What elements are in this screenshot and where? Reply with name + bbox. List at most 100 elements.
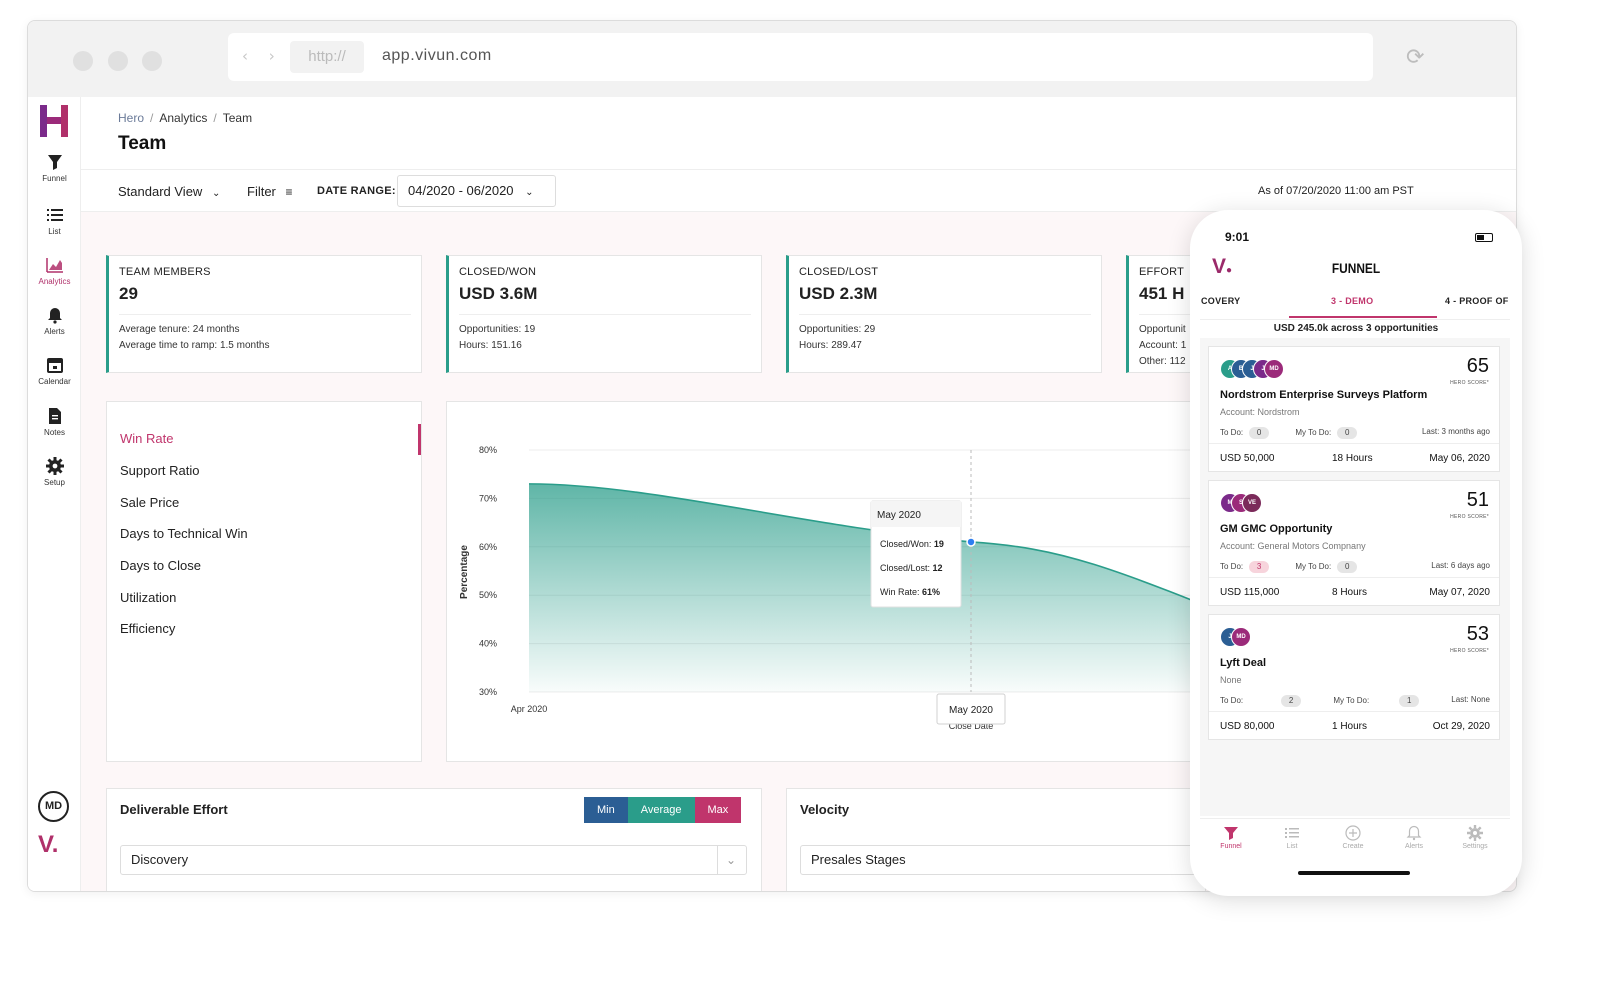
metric-list: Win Rate Support Ratio Sale Price Days t… bbox=[106, 401, 422, 762]
opportunity-card[interactable]: J MD 53 HERO SCORE* Lyft Deal None To Do… bbox=[1208, 614, 1500, 740]
chevron-down-icon: ⌄ bbox=[211, 188, 221, 199]
bell-icon bbox=[47, 308, 62, 324]
stage-dropdown[interactable]: Discovery ⌄ bbox=[120, 845, 747, 875]
breadcrumb-analytics[interactable]: Analytics bbox=[159, 111, 208, 125]
funnel-icon bbox=[1224, 827, 1238, 840]
hero-score-label: HERO SCORE* bbox=[1450, 514, 1489, 520]
sidebar-item-label: List bbox=[48, 227, 61, 236]
tooltip-closed-won-value: 19 bbox=[934, 539, 944, 549]
todo-row: To Do: 0 My To Do: 0 Last: 3 months ago bbox=[1220, 427, 1490, 439]
opportunity-amount: USD 115,000 bbox=[1220, 587, 1280, 598]
sidebar-item-list[interactable]: List bbox=[28, 206, 81, 236]
y-axis-label: Percentage bbox=[459, 545, 470, 599]
phone-nav-create[interactable]: Create bbox=[1323, 825, 1383, 850]
window-close-dot[interactable] bbox=[73, 51, 93, 71]
stat-card-closed-won: CLOSED/WON USD 3.6M Opportunities: 19 Hou… bbox=[446, 255, 762, 373]
svg-text:Closed/Lost: 12: Closed/Lost: 12 bbox=[880, 563, 943, 573]
stat-card-detail: Opportunit bbox=[1139, 324, 1186, 335]
my-todo-label: My To Do: bbox=[1295, 428, 1332, 437]
reload-icon[interactable]: ⟳ bbox=[1406, 45, 1425, 70]
deliverable-effort-title: Deliverable Effort bbox=[120, 802, 228, 817]
segment-max[interactable]: Max bbox=[694, 797, 742, 823]
sidebar-item-calendar[interactable]: Calendar bbox=[28, 356, 81, 386]
sidebar-item-alerts[interactable]: Alerts bbox=[28, 306, 81, 336]
opportunity-hours: 18 Hours bbox=[1332, 453, 1373, 464]
last-activity: Last: 3 months ago bbox=[1421, 427, 1490, 436]
phone-nav-settings[interactable]: Settings bbox=[1445, 825, 1505, 850]
view-selector[interactable]: Standard View ⌄ bbox=[118, 184, 220, 199]
active-tab-indicator bbox=[1289, 316, 1437, 318]
chart-canvas: 80% 70% 60% 50% 40% 30% Percentage Apr 2020 C… bbox=[459, 445, 1195, 731]
svg-text:Closed/Won: 19: Closed/Won: 19 bbox=[880, 539, 944, 549]
metric-utilization[interactable]: Utilization bbox=[120, 590, 177, 605]
my-todo-label: My To Do: bbox=[1333, 696, 1370, 705]
opportunity-card[interactable]: A B J J MD 65 HERO SCORE* Nordstrom Ente… bbox=[1208, 346, 1500, 472]
sidebar-item-setup[interactable]: Setup bbox=[28, 457, 81, 487]
calendar-icon bbox=[46, 358, 63, 373]
hover-x-label: May 2020 bbox=[936, 693, 1006, 725]
window-minimize-dot[interactable] bbox=[108, 51, 128, 71]
hover-point[interactable] bbox=[966, 537, 976, 547]
sidebar-item-notes[interactable]: Notes bbox=[28, 407, 81, 437]
bell-icon bbox=[1406, 825, 1422, 841]
metric-efficiency[interactable]: Efficiency bbox=[120, 621, 176, 636]
tooltip-closed-lost-label: Closed/Lost: bbox=[880, 563, 930, 573]
breadcrumb-hero[interactable]: Hero bbox=[118, 111, 145, 125]
metric-win-rate[interactable]: Win Rate bbox=[120, 431, 174, 446]
url-text[interactable]: app.vivun.com bbox=[382, 47, 492, 64]
phone-nav-label: Settings bbox=[1462, 843, 1488, 850]
browser-window: ‹ › http:// app.vivun.com ⟳ Funnel List bbox=[27, 20, 1517, 892]
tab-demo[interactable]: 3 - DEMO bbox=[1331, 296, 1374, 306]
velocity-title: Velocity bbox=[800, 802, 850, 817]
velocity-dropdown[interactable]: Presales Stages bbox=[800, 845, 1220, 875]
segment-min[interactable]: Min bbox=[584, 797, 628, 823]
hero-logo-icon[interactable] bbox=[40, 105, 68, 137]
stat-card-value: USD 2.3M bbox=[799, 284, 1091, 315]
opportunity-list: A B J J MD 65 HERO SCORE* Nordstrom Ente… bbox=[1200, 338, 1510, 816]
metric-sale-price[interactable]: Sale Price bbox=[120, 495, 180, 510]
metric-days-to-technical-win[interactable]: Days to Technical Win bbox=[120, 526, 248, 541]
user-avatar[interactable]: MD bbox=[38, 791, 69, 822]
filter-button[interactable]: Filter ≡ bbox=[247, 184, 293, 199]
sidebar-item-label: Funnel bbox=[42, 174, 67, 183]
phone-nav-funnel[interactable]: Funnel bbox=[1201, 825, 1261, 850]
plus-circle-icon bbox=[1345, 825, 1361, 841]
gear-icon bbox=[45, 457, 64, 475]
back-forward-icon[interactable]: ‹ › bbox=[242, 47, 283, 65]
hero-score: 65 bbox=[1466, 355, 1489, 377]
y-tick-label: 70% bbox=[479, 493, 497, 503]
opportunity-name: GM GMC Opportunity bbox=[1220, 523, 1333, 535]
tab-proof-of[interactable]: 4 - PROOF OF bbox=[1445, 296, 1509, 306]
opportunity-hours: 8 Hours bbox=[1332, 587, 1368, 598]
opportunity-name: Lyft Deal bbox=[1220, 657, 1267, 669]
metric-days-to-close[interactable]: Days to Close bbox=[120, 558, 201, 573]
segment-average[interactable]: Average bbox=[627, 797, 695, 823]
address-bar[interactable]: ‹ › http:// app.vivun.com bbox=[228, 33, 1373, 81]
date-range-select[interactable]: 04/2020 - 06/2020 ⌄ bbox=[397, 175, 556, 207]
phone-nav-list[interactable]: List bbox=[1262, 825, 1322, 850]
sidebar-item-label: Alerts bbox=[44, 327, 65, 336]
hover-x-text: May 2020 bbox=[949, 705, 993, 716]
sidebar-item-funnel[interactable]: Funnel bbox=[28, 153, 81, 183]
metric-support-ratio[interactable]: Support Ratio bbox=[120, 463, 200, 478]
opportunity-card[interactable]: M S VE 51 HERO SCORE* GM GMC Opportunity… bbox=[1208, 480, 1500, 606]
analytics-icon bbox=[45, 258, 63, 273]
tab-discovery[interactable]: COVERY bbox=[1201, 296, 1241, 306]
gear-icon bbox=[1467, 825, 1483, 841]
sidebar-item-analytics[interactable]: Analytics bbox=[28, 256, 81, 286]
my-todo-label: My To Do: bbox=[1295, 562, 1332, 571]
stat-card-detail: Hours: 151.16 bbox=[459, 340, 522, 351]
as-of-timestamp: As of 07/20/2020 11:00 am PST bbox=[1258, 185, 1414, 197]
stat-card-value: 29 bbox=[119, 284, 411, 315]
notes-icon bbox=[48, 408, 61, 424]
todo-count: 0 bbox=[1249, 427, 1270, 439]
phone-mockup: 9:01 V● FUNNEL COVERY 3 - DEMO 4 - PROOF… bbox=[1190, 210, 1522, 896]
phone-nav-alerts[interactable]: Alerts bbox=[1384, 825, 1444, 850]
avatar: MD bbox=[1231, 627, 1251, 647]
funnel-summary: USD 245.0k across 3 opportunities bbox=[1273, 323, 1439, 334]
sliders-icon: ≡ bbox=[285, 185, 293, 199]
opportunity-account: None bbox=[1220, 675, 1242, 685]
win-rate-chart: 80% 70% 60% 50% 40% 30% Percentage Apr 2020 C… bbox=[446, 401, 1196, 762]
window-zoom-dot[interactable] bbox=[142, 51, 162, 71]
stat-card-label: CLOSED/LOST bbox=[799, 266, 879, 278]
